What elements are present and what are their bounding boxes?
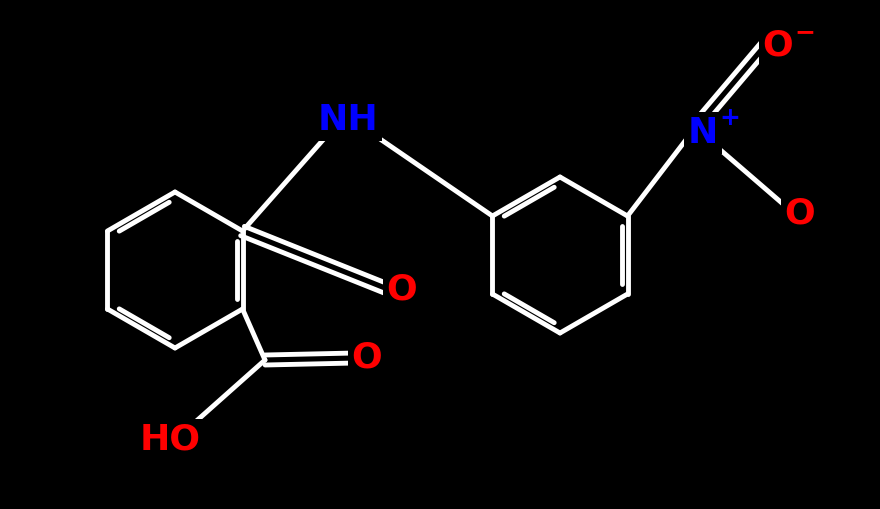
Text: HO: HO	[139, 423, 201, 457]
Text: O: O	[763, 28, 794, 62]
Text: O: O	[352, 341, 383, 375]
Text: NH: NH	[318, 103, 378, 137]
Text: O: O	[785, 196, 816, 230]
Text: O: O	[386, 273, 417, 307]
Text: N: N	[688, 116, 718, 150]
Text: +: +	[719, 106, 740, 130]
Text: −: −	[794, 20, 815, 44]
